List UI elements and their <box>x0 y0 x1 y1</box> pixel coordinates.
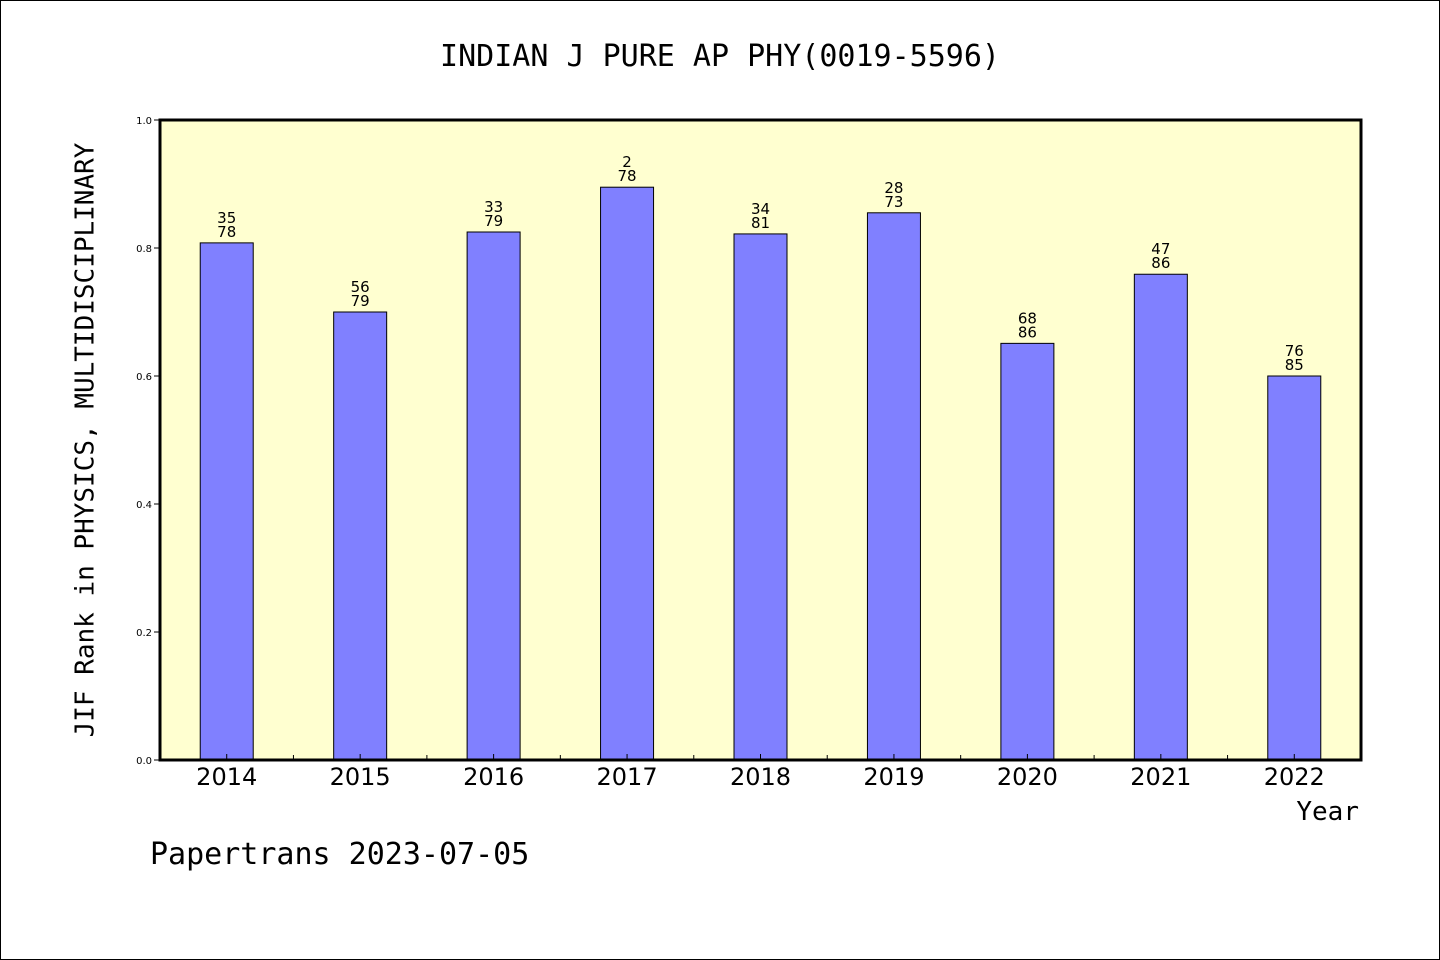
y-tick-label: 1.0 <box>136 116 152 127</box>
bar-rank-label: 76 <box>1285 342 1304 360</box>
bar-2018 <box>733 233 788 761</box>
bar-rank-label: 34 <box>751 200 770 218</box>
bar-2022 <box>1267 375 1322 761</box>
footer-text: Papertrans 2023-07-05 <box>150 837 529 872</box>
x-axis: 2014 2015 2016 2017 2018 2019 2020 2021 2022 <box>196 754 1325 791</box>
bar-rank-label: 47 <box>1151 240 1170 258</box>
bar-rank-label: 68 <box>1018 309 1037 327</box>
x-tick-label: 2018 <box>730 763 791 791</box>
bar-total-label: 79 <box>484 212 503 230</box>
chart-title: INDIAN J PURE AP PHY(0019-5596) <box>440 39 1000 74</box>
bar-2021 <box>1133 273 1188 761</box>
bar-2015 <box>333 311 388 761</box>
y-tick-label: 0.8 <box>136 244 152 255</box>
plot-border <box>158 118 1363 762</box>
y-tick-label: 0.0 <box>136 756 152 767</box>
x-tick-label: 2016 <box>463 763 524 791</box>
bar-total-label: 85 <box>1285 356 1304 374</box>
bars <box>199 186 1322 761</box>
y-tick-label: 0.4 <box>136 500 152 511</box>
y-axis-label: JIF Rank in PHYSICS, MULTIDISCIPLINARY <box>71 142 101 737</box>
bar-rank-label: 28 <box>884 179 903 197</box>
bar-2019 <box>866 212 921 761</box>
y-tick-label: 0.2 <box>136 628 152 639</box>
bar-rank-label: 56 <box>351 278 370 296</box>
bar-total-label: 73 <box>884 193 903 211</box>
x-tick-label: 2014 <box>196 763 257 791</box>
x-tick-label: 2020 <box>997 763 1058 791</box>
x-tick-label: 2021 <box>1130 763 1191 791</box>
bar-2017 <box>600 186 655 761</box>
x-axis-label: Year <box>1296 797 1359 827</box>
bar-2016 <box>466 231 521 761</box>
x-tick-label: 2022 <box>1264 763 1325 791</box>
bar-rank-label: 33 <box>484 198 503 216</box>
bar-2014 <box>199 242 254 761</box>
y-axis: 0.0 0.2 0.4 0.6 0.8 1.0 <box>136 116 160 767</box>
bar-total-label: 81 <box>751 214 770 232</box>
bar-total-label: 86 <box>1018 323 1037 341</box>
x-tick-label: 2019 <box>863 763 924 791</box>
bar-rank-label: 2 <box>622 153 632 171</box>
bar-2020 <box>1000 342 1055 761</box>
bar-total-label: 78 <box>618 167 637 185</box>
x-tick-label: 2015 <box>330 763 391 791</box>
bar-total-label: 79 <box>351 292 370 310</box>
y-tick-label: 0.6 <box>136 372 152 383</box>
bar-total-label: 86 <box>1151 254 1170 272</box>
bar-total-label: 78 <box>217 223 236 241</box>
x-tick-label: 2017 <box>597 763 658 791</box>
bar-rank-label: 35 <box>217 209 236 227</box>
